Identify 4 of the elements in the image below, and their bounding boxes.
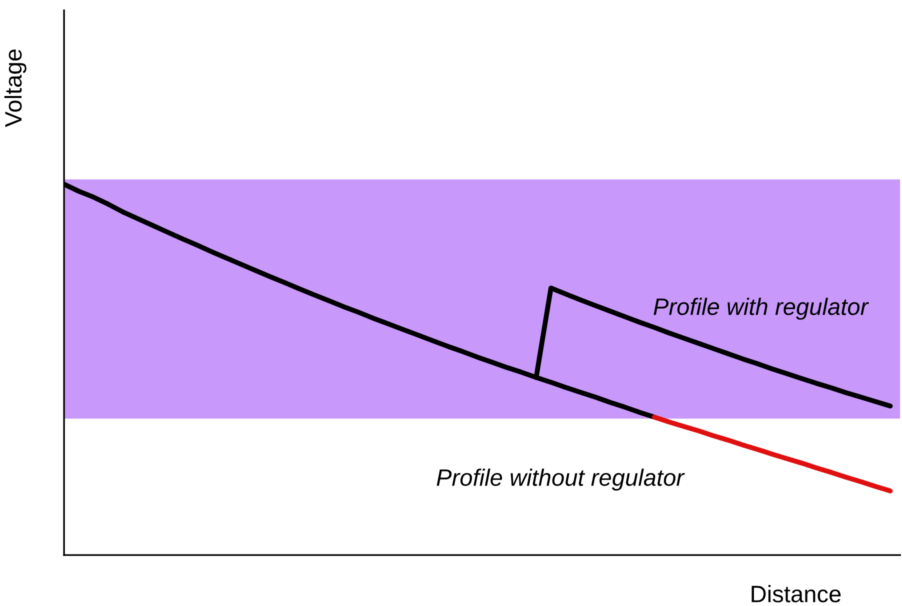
x-axis-title: Distance [752, 585, 841, 602]
y-axis-title: Voltage [4, 49, 26, 128]
text: Profile without regulator [436, 468, 685, 491]
series-label: Profile with regulator [654, 298, 869, 320]
